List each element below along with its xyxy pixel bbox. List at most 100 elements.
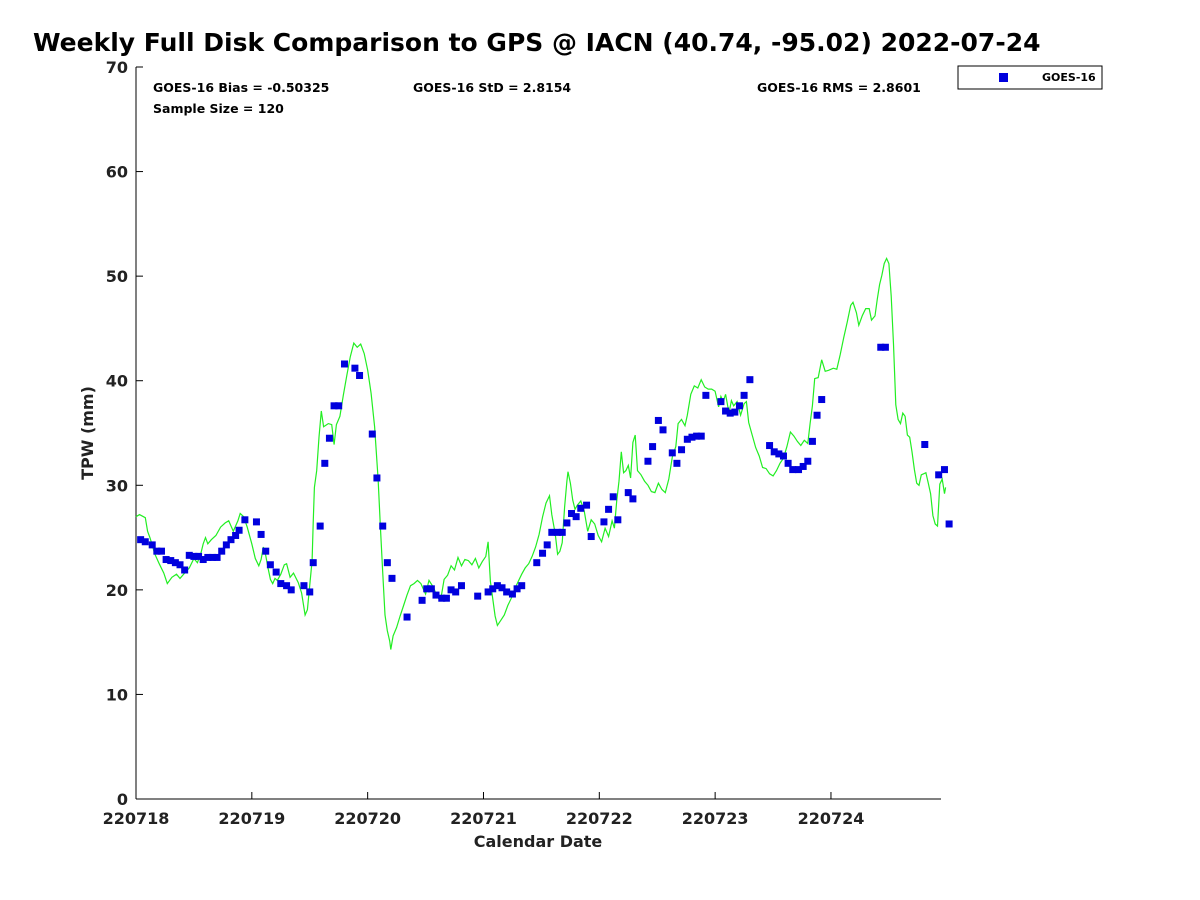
- y-tick-label: 0: [117, 790, 128, 809]
- goes-data-point: [325, 434, 333, 442]
- goes-data-point: [587, 533, 595, 541]
- goes-data-point: [257, 530, 265, 538]
- goes-data-point: [252, 518, 260, 526]
- goes-data-point: [388, 574, 396, 582]
- y-tick-label: 30: [106, 476, 128, 495]
- goes-data-point: [600, 518, 608, 526]
- goes-data-point: [649, 443, 657, 451]
- goes-data-point: [321, 459, 329, 467]
- goes-data-point: [818, 396, 826, 404]
- goes-data-point: [577, 504, 585, 512]
- goes-data-point: [379, 522, 387, 530]
- goes-data-point: [283, 582, 291, 590]
- goes-data-point: [731, 408, 739, 416]
- x-axis-label: Calendar Date: [474, 832, 603, 851]
- y-tick-label: 50: [106, 267, 128, 286]
- x-tick-label: 220721: [450, 809, 517, 828]
- goes-data-point: [921, 441, 929, 449]
- goes-data-point: [157, 547, 165, 555]
- goes-data-point: [176, 561, 184, 569]
- goes-data-point: [300, 582, 308, 590]
- goes-data-point: [330, 402, 338, 410]
- gps-series-line: [135, 256, 947, 650]
- goes-data-point: [218, 547, 226, 555]
- goes-data-point: [185, 551, 193, 559]
- goes-data-point: [368, 430, 376, 438]
- goes-data-point: [438, 594, 446, 602]
- goes-data-point: [356, 371, 364, 379]
- goes-data-point: [167, 557, 175, 565]
- goes-data-point: [726, 409, 734, 417]
- goes-data-point: [418, 596, 426, 604]
- goes-data-point: [340, 360, 348, 368]
- y-tick-label: 10: [106, 685, 128, 704]
- legend-label-goes: GOES-16: [1042, 71, 1096, 84]
- goes-data-point: [432, 591, 440, 599]
- goes-data-point: [335, 402, 343, 410]
- goes-data-point: [717, 398, 725, 406]
- goes-data-point: [673, 459, 681, 467]
- y-tick-label: 60: [106, 163, 128, 182]
- goes-data-point: [403, 613, 411, 621]
- goes-data-point: [935, 471, 943, 479]
- x-tick-label: 220724: [798, 809, 865, 828]
- goes-data-point: [489, 585, 497, 593]
- y-tick-label: 40: [106, 372, 128, 391]
- stat-std: GOES-16 StD = 2.8154: [413, 80, 571, 95]
- goes-data-point: [518, 582, 526, 590]
- x-tick-label: 220719: [218, 809, 285, 828]
- goes-data-point: [427, 585, 435, 593]
- goes-data-point: [266, 561, 274, 569]
- y-axis-label: TPW (mm): [78, 386, 97, 480]
- stat-rms: GOES-16 RMS = 2.8601: [757, 80, 921, 95]
- goes-data-point: [789, 466, 797, 474]
- goes-data-point: [697, 432, 705, 440]
- goes-data-point: [208, 553, 216, 561]
- goes-data-point: [162, 556, 170, 564]
- goes-data-point: [153, 547, 161, 555]
- goes-data-point: [779, 452, 787, 460]
- goes-data-point: [609, 493, 617, 501]
- goes-data-point: [770, 448, 778, 456]
- goes-data-point: [659, 426, 667, 434]
- goes-data-point: [493, 582, 501, 590]
- goes-data-point: [558, 528, 566, 536]
- goes-data-point: [945, 520, 953, 528]
- goes-data-point: [306, 588, 314, 596]
- goes-data-point: [624, 489, 632, 497]
- goes-data-point: [799, 462, 807, 470]
- goes-data-point: [171, 559, 179, 567]
- goes-data-point: [272, 568, 280, 576]
- goes-data-point: [222, 541, 230, 549]
- goes-data-point: [181, 566, 189, 574]
- goes-data-point: [316, 522, 324, 530]
- goes-data-point: [784, 459, 792, 467]
- goes-data-point: [227, 536, 235, 544]
- goes-data-point: [373, 474, 381, 482]
- stat-bias: GOES-16 Bias = -0.50325: [153, 80, 329, 95]
- goes-data-point: [199, 556, 207, 564]
- goes-data-point: [735, 402, 743, 410]
- goes-data-point: [940, 466, 948, 474]
- y-tick-label: 70: [106, 58, 128, 77]
- goes-data-point: [614, 516, 622, 524]
- goes-data-point: [383, 559, 391, 567]
- goes-data-point: [457, 582, 465, 590]
- goes-data-point: [766, 442, 774, 450]
- goes-data-point: [503, 588, 511, 596]
- goes-data-point: [148, 541, 156, 549]
- goes-data-point: [213, 553, 221, 561]
- goes-data-point: [683, 435, 691, 443]
- goes-data-point: [678, 446, 686, 454]
- goes-data-point: [740, 391, 748, 399]
- y-tick-label: 20: [106, 581, 128, 600]
- x-tick-label: 220723: [682, 809, 749, 828]
- goes-data-point: [235, 526, 243, 534]
- goes-data-point: [539, 549, 547, 557]
- goes-data-point: [474, 592, 482, 600]
- goes-data-point: [668, 449, 676, 457]
- goes-data-point: [583, 501, 591, 509]
- goes-data-point: [442, 594, 450, 602]
- goes-data-point: [287, 586, 295, 594]
